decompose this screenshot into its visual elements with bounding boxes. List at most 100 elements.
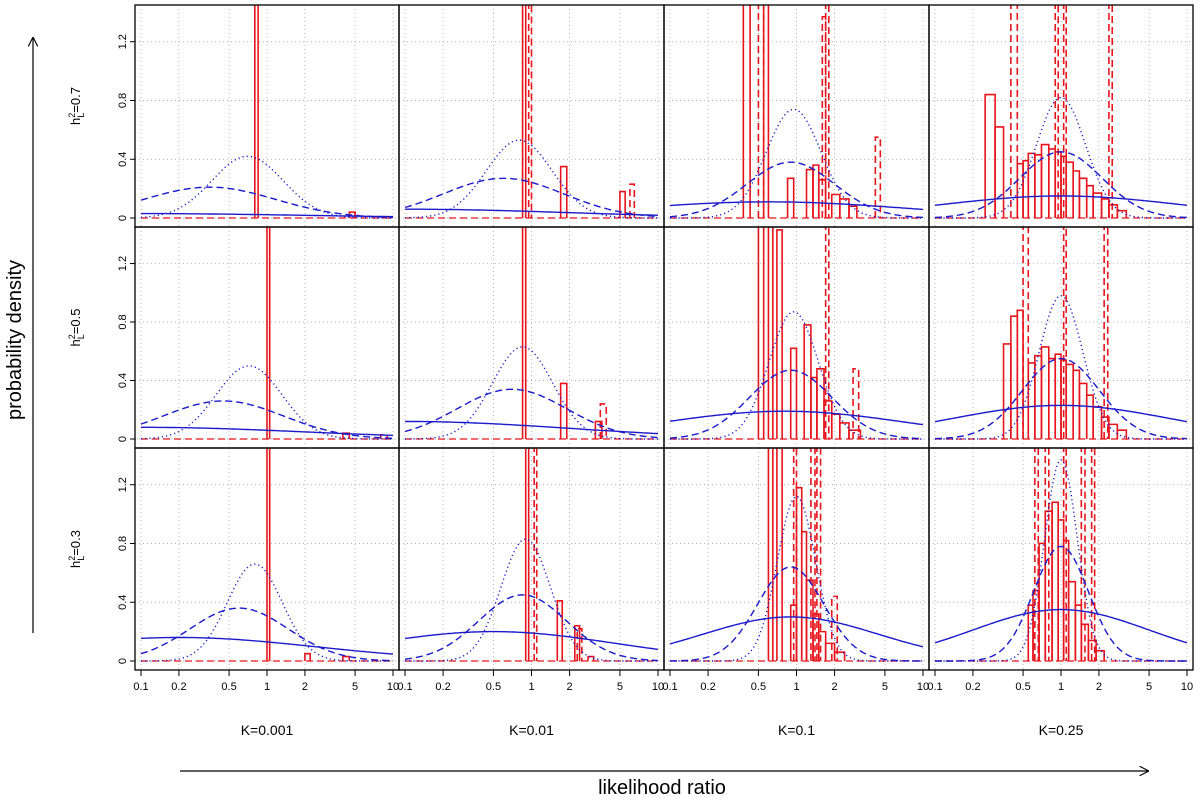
panel-plot-area (929, 5, 1193, 227)
histogram-bar-dashed (824, 5, 830, 218)
histogram-bar-solid (1065, 363, 1075, 439)
histogram-bar-solid (1040, 346, 1050, 439)
x-tick-label: 0.2 (965, 681, 980, 693)
x-tick-label: 0.2 (700, 681, 715, 693)
histogram-bar-solid (1085, 184, 1094, 218)
x-tick-label: 0.1 (927, 681, 942, 693)
panel-1-4 (929, 5, 1193, 227)
density-curve-dotted (935, 458, 1187, 662)
density-curve-dashed (934, 151, 1188, 219)
histogram-bar-solid (521, 227, 527, 439)
row-label-value: =0.5 (68, 309, 83, 335)
x-tick-label: 0.2 (435, 681, 450, 693)
x-tick-label: 2 (567, 681, 573, 693)
panel-3-2 (399, 448, 664, 670)
density-curve-dotted (670, 311, 923, 440)
panel-plot-area (664, 5, 929, 227)
histogram-bar-solid (805, 168, 814, 218)
histogram-bar-dashed (1034, 448, 1040, 661)
x-tick-label: 1 (793, 681, 799, 693)
density-curve-dashed (140, 400, 394, 439)
histogram-bar-dashed (1108, 5, 1114, 218)
panel-plot-area (399, 5, 664, 227)
histogram-bar-dashed (824, 227, 830, 439)
x-tick-label: 10 (387, 681, 399, 693)
density-curve-solid (934, 608, 1188, 644)
row-label-base: h (68, 118, 83, 125)
density-curve-dashed (669, 369, 923, 440)
column-label: K=0.001 (241, 722, 294, 738)
histogram-bar-solid (757, 227, 765, 439)
density-curve-solid (669, 616, 924, 648)
histogram-bar-dashed (1103, 227, 1109, 439)
histogram-bar-solid (1027, 152, 1036, 218)
density-curve-solid (405, 420, 659, 435)
histogram-bar-solid (994, 126, 1005, 218)
histogram-bar-dashed (821, 15, 827, 218)
histogram-bar-solid (556, 599, 564, 661)
histogram-bar-solid (786, 177, 795, 218)
y-tick-label: 0 (117, 436, 129, 442)
histogram-bar-solid (805, 579, 814, 661)
histogram-bar-solid (1085, 394, 1094, 439)
y-axis-title: probability density (4, 260, 26, 420)
panel-1-2 (399, 5, 664, 227)
histogram-bar-dashed (830, 595, 839, 661)
histogram-bar-solid (342, 655, 351, 661)
density-curve-dashed (670, 566, 923, 662)
panel-2-4 (929, 227, 1193, 448)
histogram-bar-solid (1072, 369, 1081, 439)
row-label-sup: 2 (67, 334, 77, 339)
histogram-bar-solid (742, 5, 751, 218)
panel-plot-area (399, 227, 664, 448)
histogram-bar-dashed (1080, 448, 1086, 661)
panel-plot-area (929, 227, 1193, 448)
density-curve-dotted (141, 563, 393, 662)
histogram-bar-solid (1072, 170, 1081, 218)
y-tick-label: 0 (117, 215, 129, 221)
density-curve-solid (669, 410, 924, 426)
panel-plot-area (929, 448, 1193, 670)
x-tick-label: 0.5 (221, 681, 236, 693)
panel-2-1 (135, 227, 399, 448)
x-tick-label: 0.5 (486, 681, 501, 693)
panel-plot-area (135, 227, 399, 448)
histogram-bar-dashed (533, 448, 538, 661)
histogram-bar-solid (1027, 362, 1036, 439)
histogram-bar-solid (521, 5, 527, 218)
y-tick-label: 1.2 (117, 34, 129, 49)
x-tick-label: 1 (264, 681, 270, 693)
histogram-bar-solid (803, 324, 812, 439)
histogram-bar-dashed (629, 183, 636, 218)
histogram-bar-solid (1108, 203, 1119, 218)
histogram-bar-solid (1116, 209, 1128, 218)
density-curve-dashed (404, 177, 659, 218)
histogram-bar-solid (839, 422, 850, 439)
density-curve-solid (405, 208, 659, 216)
x-tick-label: 10 (1181, 681, 1193, 693)
histogram-bar-solid (1054, 353, 1062, 439)
histogram-bar-solid (1016, 162, 1024, 218)
column-label: K=0.01 (509, 722, 554, 738)
x-tick-label: 1 (1058, 681, 1064, 693)
panel-2-2 (399, 227, 664, 448)
histogram-bar-dashed (1062, 227, 1068, 439)
y-tick-label: 0.4 (117, 373, 129, 388)
histogram-bar-solid (839, 198, 850, 218)
histogram-bar-dashed (810, 448, 816, 661)
density-curve-dotted (404, 346, 658, 440)
panel-3-4 (929, 448, 1193, 670)
histogram-bar-solid (848, 429, 862, 439)
panel-plot-area (664, 448, 929, 670)
panel-3-3 (664, 448, 929, 670)
y-tick-label: 1.2 (117, 256, 129, 271)
panels-layer (135, 5, 1193, 670)
density-curve-solid (140, 636, 394, 655)
histogram-bar-solid (810, 376, 818, 439)
density-curve-dotted (935, 96, 1187, 219)
row-label-sub: L (76, 334, 86, 339)
histogram-bar-solid (816, 368, 825, 439)
density-curve-solid (934, 195, 1188, 206)
density-curve-solid (934, 404, 1188, 423)
